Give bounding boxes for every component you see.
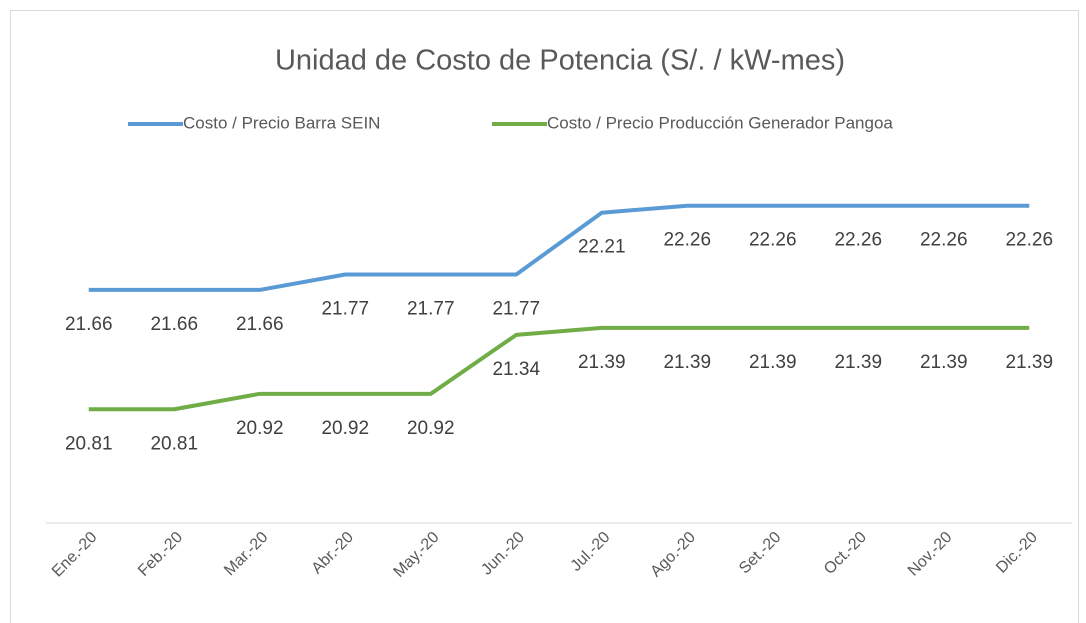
data-label: 22.26	[834, 230, 882, 251]
data-label: 21.66	[236, 314, 284, 335]
data-label: 20.92	[236, 418, 284, 439]
data-label: 21.39	[578, 352, 626, 373]
x-tick-label: Jul.-20	[568, 529, 614, 575]
data-label: 21.39	[920, 352, 968, 373]
x-tick-label: Dic.-20	[993, 529, 1041, 577]
data-label: 21.77	[492, 299, 540, 320]
data-label: 20.81	[150, 433, 198, 454]
legend-label: Costo / Precio Producción Generador Pang…	[547, 113, 893, 132]
data-label: 22.26	[920, 230, 968, 251]
x-tick-label: May.-20	[391, 529, 443, 581]
x-tick-label: Ene.-20	[49, 529, 101, 581]
chart-border	[10, 10, 1079, 623]
data-label: 21.39	[1005, 352, 1053, 373]
data-label: 21.66	[65, 314, 113, 335]
series-line	[88, 325, 1030, 412]
x-tick-label: Oct.-20	[821, 529, 870, 578]
data-label: 21.66	[150, 314, 198, 335]
x-tick-label: Nov.-20	[905, 529, 956, 580]
x-tick-label: Ago.-20	[647, 529, 699, 581]
x-tick-label: Abr.-20	[309, 529, 358, 578]
data-label: 21.39	[749, 352, 797, 373]
series-line	[88, 203, 1030, 292]
x-tick-label: Feb.-20	[135, 529, 186, 580]
data-label: 21.39	[663, 352, 711, 373]
data-label: 22.26	[1005, 230, 1053, 251]
x-tick-label: Mar.-20	[221, 529, 271, 579]
data-label: 21.77	[407, 299, 455, 320]
data-label: 21.39	[834, 352, 882, 373]
x-tick-label: Jun.-20	[478, 529, 528, 579]
chart-title: Unidad de Costo de Potencia (S/. / kW-me…	[275, 45, 845, 77]
data-label: 21.77	[321, 299, 369, 320]
data-label: 20.92	[407, 418, 455, 439]
data-label: 20.81	[65, 433, 113, 454]
data-label: 21.34	[492, 359, 540, 380]
legend-label: Costo / Precio Barra SEIN	[183, 113, 380, 132]
x-tick-label: Set.-20	[736, 529, 785, 578]
data-label: 22.26	[749, 230, 797, 251]
data-label: 20.92	[321, 418, 369, 439]
data-label: 22.26	[663, 230, 711, 251]
data-label: 22.21	[578, 237, 626, 258]
